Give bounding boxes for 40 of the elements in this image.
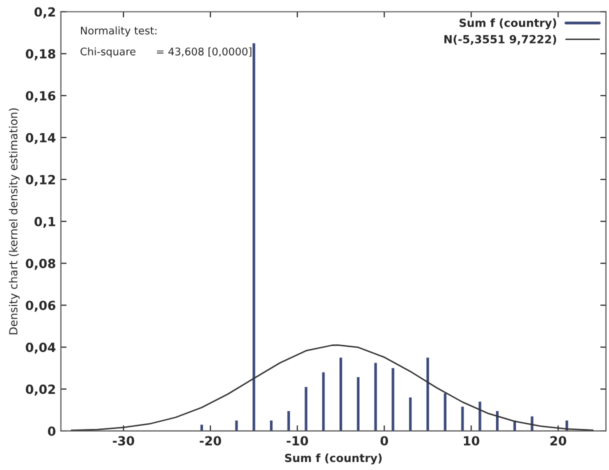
bar	[322, 372, 325, 431]
y-tick-label: 0,02	[26, 384, 55, 396]
y-tick-label: 0,06	[26, 300, 56, 312]
bar	[478, 402, 482, 431]
x-tick-label: -30	[112, 436, 134, 446]
y-tick-label: 0,16	[26, 91, 56, 102]
legend-label: Sum f (country)	[460, 18, 556, 30]
y-tick-label: 0,14	[26, 132, 56, 144]
x-tick-label: 0	[380, 436, 388, 446]
legend-label: N(-5,3551 9,7222)	[444, 34, 556, 45]
bar	[252, 43, 256, 431]
bar	[374, 362, 377, 431]
bar	[304, 386, 308, 431]
bar	[270, 420, 273, 431]
bar	[409, 397, 412, 431]
bar	[426, 358, 430, 431]
bar	[287, 411, 290, 431]
annotation: Normality test:	[81, 26, 156, 37]
y-tick-label: 0,1	[34, 216, 56, 228]
x-tick-label: -10	[286, 436, 308, 446]
y-tick-label: 0,18	[26, 49, 56, 60]
bar	[235, 420, 238, 431]
y-tick-label: 0,12	[26, 174, 55, 186]
x-tick-label: 10	[464, 436, 480, 446]
bar	[444, 393, 446, 431]
bar	[392, 368, 394, 431]
y-tick-label: 0,08	[26, 258, 56, 270]
annotation: Chi-square = 43,608 [0,0000]	[80, 47, 252, 58]
y-tick-label: 0,2	[34, 7, 55, 18]
bar	[356, 377, 360, 431]
bar	[461, 406, 464, 431]
line-series	[70, 344, 594, 431]
bar	[200, 424, 204, 431]
x-tick-label: 20	[550, 436, 566, 446]
x-axis-title: Sum f (country)	[285, 454, 382, 464]
y-tick-label: 0,04	[26, 342, 56, 354]
y-tick-label: 0	[48, 426, 56, 436]
bar	[340, 358, 342, 431]
x-tick-label: -20	[200, 436, 222, 446]
y-axis-title: Density chart (kernel density estimation)	[8, 108, 20, 334]
